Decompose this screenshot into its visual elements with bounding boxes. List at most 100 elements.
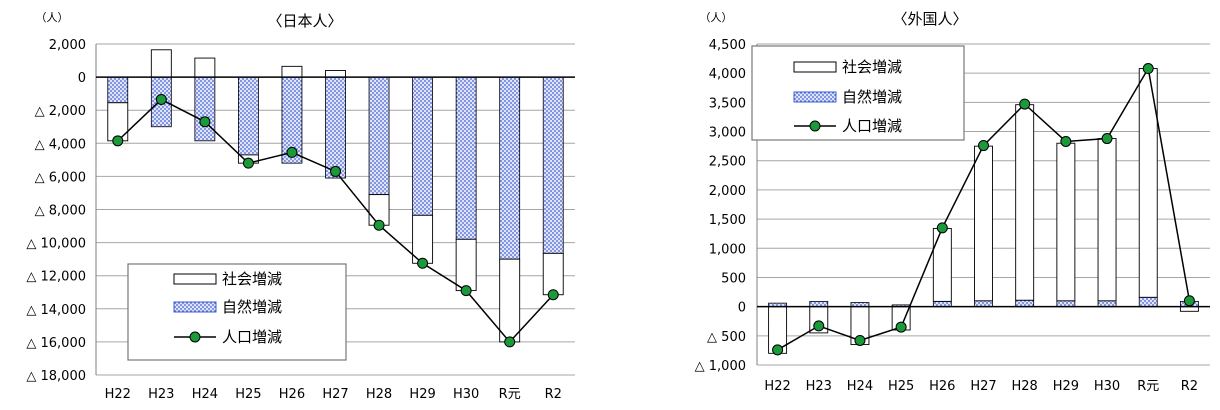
y-tick-label: △ 2,000 <box>35 104 86 119</box>
line-point <box>112 135 124 147</box>
y-tick-label: △ 500 <box>707 330 746 345</box>
line-point <box>895 321 907 333</box>
y-tick-label: △ 14,000 <box>26 303 86 318</box>
bar-natural <box>1097 300 1117 308</box>
bar-natural <box>107 76 129 104</box>
x-tick-label: H30 <box>453 387 479 402</box>
line-point <box>854 334 866 346</box>
line-point <box>1142 63 1154 75</box>
line-point <box>813 320 825 332</box>
legend-social-label: 社会増減 <box>222 270 282 288</box>
y-tick-label: △ 8,000 <box>35 204 86 219</box>
y-tick-label: △ 16,000 <box>26 336 86 351</box>
x-tick-label: H26 <box>929 379 955 394</box>
bar-social <box>194 57 216 78</box>
line-point <box>1183 295 1195 307</box>
line-point <box>417 257 429 269</box>
bar-natural <box>974 300 993 308</box>
line-point <box>772 344 784 356</box>
x-tick-label: H29 <box>409 387 435 402</box>
x-tick-label: R2 <box>1181 379 1198 394</box>
legend: 社会増減 自然増減 人口増減 <box>751 45 965 141</box>
bar-natural <box>1056 300 1076 308</box>
x-tick-label: H23 <box>806 379 832 394</box>
bar-social <box>150 49 172 78</box>
legend-line-label: 人口増減 <box>222 328 282 346</box>
y-tick-label: 0 <box>78 71 86 86</box>
x-tick-label: H24 <box>192 387 218 402</box>
y-tick-label: △ 1,000 <box>695 359 746 374</box>
bar-social <box>499 258 521 343</box>
line-point <box>460 285 472 297</box>
x-tick-label: R2 <box>545 387 562 402</box>
line-point <box>504 336 516 348</box>
y-tick-label: 4,500 <box>709 38 746 53</box>
line-point <box>1060 135 1072 147</box>
x-tick-label: H28 <box>1012 379 1038 394</box>
legend-social-swatch <box>173 273 217 285</box>
legend-natural-swatch <box>793 91 837 103</box>
bar-social <box>542 252 564 296</box>
legend-line-marker <box>809 120 821 132</box>
line-point <box>330 165 341 177</box>
bar-social <box>281 65 303 78</box>
bar-natural <box>932 300 952 308</box>
bar-social <box>455 238 477 292</box>
line-point <box>155 93 167 105</box>
x-tick-label: H23 <box>148 387 174 402</box>
legend-natural-label: 自然増減 <box>222 298 282 316</box>
line-point <box>286 146 298 158</box>
foreign-chart: 〈外国人〉 （人） 4,500 4,000 3,500 3,000 2,500 2,000… <box>695 10 1210 394</box>
line-point <box>1019 98 1031 110</box>
x-tick-label: H29 <box>1053 379 1079 394</box>
x-tick-label: H30 <box>1094 379 1120 394</box>
x-tick-label: H25 <box>888 379 914 394</box>
y-tick-label: 3,500 <box>709 96 746 111</box>
x-tick-label: R元 <box>1137 379 1159 394</box>
line-point <box>199 116 211 128</box>
bar-social <box>325 70 346 78</box>
y-tick-label: △ 6,000 <box>35 170 86 185</box>
line-point <box>242 157 254 169</box>
y-tick-label: 2,500 <box>709 155 746 170</box>
legend-line-marker <box>189 331 201 343</box>
bar-natural <box>368 76 390 196</box>
line-point <box>373 219 385 231</box>
x-tick-label: H25 <box>235 387 261 402</box>
legend-social-label: 社会増減 <box>842 58 902 76</box>
legend-natural-swatch <box>173 301 217 313</box>
line-point <box>978 140 989 152</box>
x-tick-label: H22 <box>105 387 131 402</box>
legend-box <box>127 263 347 361</box>
x-tick-label: R元 <box>499 387 521 402</box>
bar-natural <box>1015 299 1035 308</box>
y-tick-label: 500 <box>721 271 746 286</box>
chart-title: 〈日本人〉 <box>267 12 342 30</box>
legend-line-label: 人口増減 <box>842 117 902 135</box>
legend-social-swatch <box>793 61 837 73</box>
y-tick-label: △ 18,000 <box>26 369 86 384</box>
bar-natural <box>809 300 829 308</box>
legend-box <box>751 45 965 141</box>
japanese-chart: 〈日本人〉 （人） 2,000 0 △ 2,000 △ 4,000 △ 6,000 △ 8… <box>26 11 575 402</box>
bar-natural <box>412 76 433 216</box>
bar-natural <box>455 76 477 240</box>
legend: 社会増減 自然増減 人口増減 <box>127 263 347 361</box>
x-tick-label: H22 <box>764 379 790 394</box>
y-tick-label: 2,000 <box>709 184 746 199</box>
y-tick-label: 1,500 <box>709 213 746 228</box>
line-point <box>1101 133 1113 145</box>
legend-natural-label: 自然増減 <box>842 88 902 106</box>
line-point <box>936 222 948 234</box>
y-tick-label: △ 10,000 <box>26 237 86 252</box>
chart-title: 〈外国人〉 <box>892 10 967 28</box>
bar-natural <box>325 76 346 179</box>
bar-social <box>1015 104 1035 301</box>
y-tick-label: 1,000 <box>709 242 746 257</box>
bar-natural <box>194 76 216 142</box>
x-tick-label: H28 <box>366 387 392 402</box>
bar-natural <box>1138 296 1158 308</box>
y-tick-label: 3,000 <box>709 126 746 141</box>
y-unit-label: （人） <box>700 11 733 24</box>
line-point <box>547 289 559 301</box>
